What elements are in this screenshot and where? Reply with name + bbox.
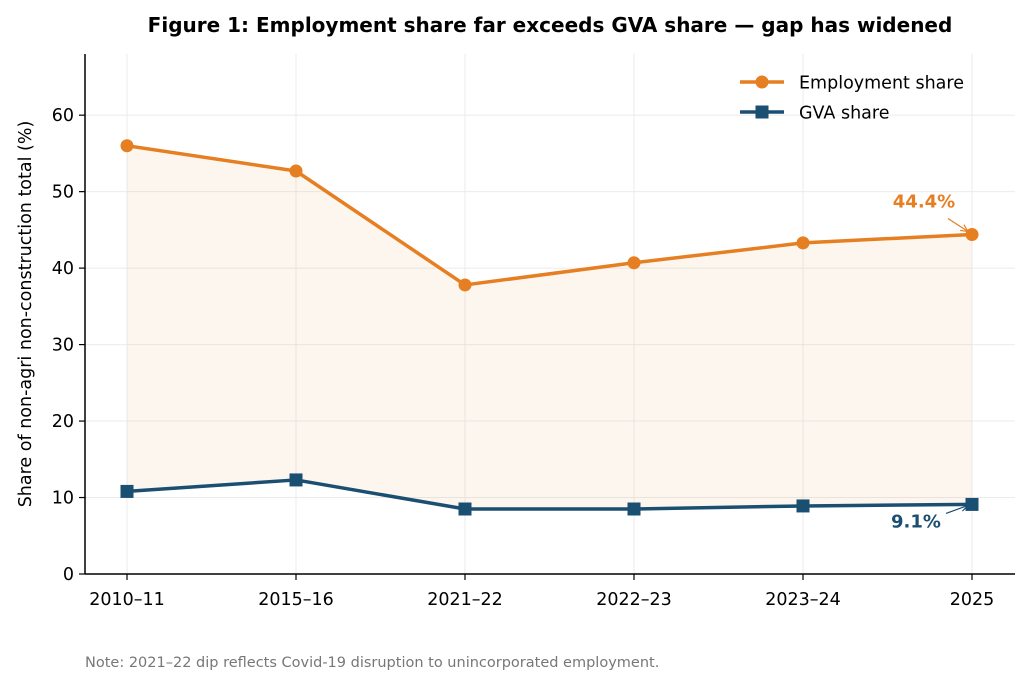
point-0-4	[796, 236, 810, 250]
y-tick-label: 30	[52, 336, 74, 356]
y-tick-label: 50	[52, 183, 74, 203]
point-0-2	[458, 278, 472, 292]
tick-labels: 0 10 20 30 40 50 60 2010–11 2015–16 2021–22 2022–2…	[52, 106, 995, 610]
x-tick-label: 2022–23	[596, 590, 672, 610]
legend-label-1: GVA share	[799, 104, 889, 124]
point-0-5	[965, 227, 979, 241]
gap-fill	[127, 145, 972, 509]
x-tick-label: 2010–11	[89, 590, 165, 610]
series-markers	[120, 139, 979, 516]
y-tick-label: 0	[63, 565, 74, 585]
point-1-1	[289, 473, 303, 487]
point-0-0	[120, 139, 134, 153]
gap-area	[127, 145, 972, 509]
annotation-label-1: 9.1%	[891, 511, 941, 532]
point-1-0	[120, 484, 134, 498]
x-tick-label: 2021–22	[427, 590, 503, 610]
chart-note: Note: 2021–22 dip reflects Covid-19 disr…	[85, 655, 659, 671]
chart-title: Figure 1: Employment share far exceeds G…	[148, 13, 953, 37]
annotation-arrow-1	[945, 504, 969, 514]
point-1-3	[627, 502, 641, 516]
y-axis-label: Share of non-agri non-construction total…	[16, 121, 36, 508]
point-0-1	[289, 164, 303, 178]
point-1-5	[965, 497, 979, 511]
annotations: 44.4% 9.1%	[891, 191, 970, 532]
annotation-label-0: 44.4%	[893, 191, 955, 212]
x-tick-label: 2025	[950, 590, 995, 610]
legend-label-0: Employment share	[799, 74, 964, 94]
y-tick-label: 60	[52, 106, 74, 126]
annotation-arrow-0	[947, 217, 969, 232]
legend-marker-0	[755, 75, 769, 89]
legend-marker-1	[755, 105, 769, 119]
series-lines	[126, 144, 973, 511]
point-1-4	[796, 499, 810, 513]
annotation-arrowhead-1	[959, 504, 970, 512]
series-line-0	[126, 144, 973, 287]
grid	[85, 54, 1015, 575]
y-tick-label: 40	[52, 259, 74, 279]
series-line-1	[126, 478, 973, 511]
y-tick-label: 20	[52, 412, 74, 432]
y-tick-label: 10	[52, 489, 74, 509]
x-tick-label: 2015–16	[258, 590, 334, 610]
point-0-3	[627, 256, 641, 270]
axes	[79, 54, 1015, 580]
point-1-2	[458, 502, 472, 516]
x-tick-label: 2023–24	[765, 590, 841, 610]
legend: Employment share GVA share	[740, 74, 964, 124]
annotation-arrowhead-0	[959, 224, 970, 233]
